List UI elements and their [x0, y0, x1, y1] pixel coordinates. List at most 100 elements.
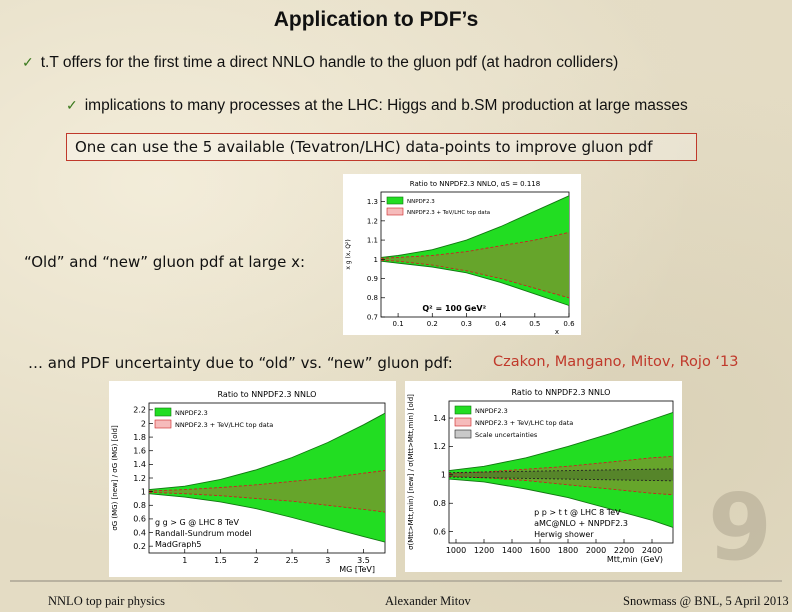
x-tick-label: 0.1 [393, 320, 404, 328]
y-tick-label: 0.6 [133, 515, 146, 524]
y-tick-label: 1.6 [133, 447, 146, 456]
bullet-nnlo-handle: ✓ t.T offers for the first time a direct … [22, 54, 618, 72]
chart-title: Ratio to NNPDF2.3 NNLO, αS = 0.118 [410, 180, 540, 188]
y-axis-label: σG (MG) [new] / σG (MG) [old] [111, 425, 119, 531]
x-tick-label: 2.5 [286, 556, 299, 565]
y-tick-label: 1.3 [367, 198, 378, 206]
graviton-ratio-plot: 0.2 0.4 0.6 0.8 1 1.2 1.4 1.6 1.8 2 2.2 1 1.5 2 2.5 3 3.… [109, 381, 396, 577]
band-0 [149, 413, 385, 543]
band-lower-edge-1 [448, 475, 674, 496]
bullet-text: implications to many processes at the LH… [84, 97, 688, 114]
band-upper-edge-0 [448, 411, 674, 472]
y-tick-label: 0.8 [133, 501, 146, 510]
chart-annotation: Herwig shower [534, 530, 594, 539]
x-tick-label: 1 [182, 556, 187, 565]
legend-swatch [154, 419, 172, 429]
y-tick-label: 0.8 [433, 499, 446, 508]
y-tick-label: 0.9 [367, 275, 378, 283]
graviton-ratio-svg: 0.2 0.4 0.6 0.8 1 1.2 1.4 1.6 1.8 2 2.2 1 1.5 2 2.5 3 3.… [111, 390, 386, 574]
x-tick-label: 0.2 [427, 320, 438, 328]
x-tick-label: 0.3 [461, 320, 472, 328]
x-tick-label: 1800 [558, 546, 578, 555]
band-0 [449, 412, 673, 528]
band-lower-edge-1 [148, 491, 386, 513]
x-tick-label: 1600 [530, 546, 550, 555]
y-axis-label: σ(Mtt>Mtt,min) [new] / σ(Mtt>Mtt,min) [o… [407, 394, 415, 550]
band-lower-edge-0 [148, 493, 386, 543]
page-number: 9 [708, 474, 773, 581]
y-tick-label: 0.8 [367, 294, 378, 302]
footer-left: NNLO top pair physics [48, 594, 165, 608]
y-tick-label: 1 [141, 487, 146, 496]
x-tick-label: 2400 [642, 546, 662, 555]
legend-label: NNPDF2.3 [407, 199, 435, 205]
chart-title: Ratio to NNPDF2.3 NNLO [512, 388, 611, 397]
y-tick-label: 2.2 [133, 406, 146, 415]
y-tick-label: 1.1 [367, 237, 378, 245]
x-tick-label: 1200 [474, 546, 494, 555]
y-tick-label: 2 [141, 419, 146, 428]
band-upper-edge-1 [148, 470, 386, 492]
x-axis-label: Mtt,min (GeV) [607, 555, 663, 564]
band-1 [381, 232, 569, 298]
x-tick-label: 0.6 [563, 320, 575, 328]
y-axis-label: x g (x, Q²) [345, 239, 352, 269]
y-tick-label: 1 [441, 471, 446, 480]
y-tick-label: 1 [374, 256, 378, 264]
legend-label: NNPDF2.3 + TeV/LHC top data [475, 419, 573, 427]
footer-right: Snowmass @ BNL, 5 April 2013 [623, 594, 789, 608]
x-tick-label: 3 [325, 556, 330, 565]
ttbar-mass-ratio-svg: 0.6 0.8 1 1.2 1.4 1000 1200 1400 1600 1800 2000 220… [407, 388, 674, 564]
legend-label: NNPDF2.3 [475, 407, 508, 415]
legend-swatch [454, 429, 472, 439]
y-tick-label: 0.6 [433, 527, 446, 536]
bullet-text: t.T offers for the first time a direct N… [40, 54, 619, 71]
ttbar-mass-ratio-plot: 0.6 0.8 1 1.2 1.4 1000 1200 1400 1600 1800 2000 220… [405, 381, 682, 572]
legend-label: NNPDF2.3 [175, 409, 208, 417]
legend-swatch [386, 196, 404, 205]
x-tick-label: 1.5 [214, 556, 227, 565]
legend-label: NNPDF2.3 + TeV/LHC top data [175, 421, 273, 429]
band-upper-edge-0 [380, 195, 570, 258]
band-upper-edge-1 [448, 455, 674, 474]
x-tick-label: 2200 [614, 546, 634, 555]
y-tick-label: 1.8 [133, 433, 146, 442]
chart-annotation: aMC@NLO + NNPDF2.3 [534, 519, 628, 528]
band-upper-edge-1 [380, 231, 570, 259]
chart-annotation: MadGraph5 [155, 540, 202, 549]
legend-label: Scale uncertainties [475, 431, 538, 439]
y-tick-label: 1.2 [433, 442, 446, 451]
y-tick-label: 1.4 [133, 460, 146, 469]
chart-annotation: Randall-Sundrum model [155, 529, 252, 538]
band-lower-edge-0 [448, 478, 674, 528]
gluon-pdf-ratio-svg: 0.7 0.8 0.9 1 1.1 1.2 1.3 0.1 0.2 0.3 0.4 0.5 0.6 Rat… [345, 180, 575, 335]
band-1 [449, 456, 673, 495]
band-0 [381, 195, 569, 306]
y-tick-label: 1.2 [367, 217, 378, 225]
x-tick-label: 3.5 [357, 556, 370, 565]
band-1 [149, 470, 385, 513]
label-old-new-gluon: “Old” and “new” gluon pdf at large x: [24, 253, 306, 271]
y-tick-label: 0.4 [133, 528, 146, 537]
chart-title: Ratio to NNPDF2.3 NNLO [218, 390, 317, 399]
band-upper-edge-0 [148, 412, 386, 491]
authors-citation: Czakon, Mangano, Mitov, Rojo ‘13 [493, 354, 739, 370]
y-tick-label: 1.2 [133, 474, 146, 483]
x-tick-label: 2 [254, 556, 259, 565]
check-icon: ✓ [66, 97, 78, 113]
y-tick-label: 0.7 [367, 313, 378, 321]
legend-label: NNPDF2.3 + TeV/LHC top data [407, 210, 490, 216]
x-axis-label: MG [TeV] [339, 565, 375, 574]
y-tick-label: 0.2 [133, 542, 146, 551]
legend-swatch [154, 407, 172, 417]
chart-annotation: Q² = 100 GeV² [422, 304, 486, 313]
chart-annotation: g g > G @ LHC 8 TeV [155, 518, 239, 527]
check-icon: ✓ [22, 54, 34, 70]
y-tick-label: 1.4 [433, 414, 446, 423]
legend-swatch [386, 207, 404, 216]
legend-swatch [454, 417, 472, 427]
bullet-lhc-implications: ✓ implications to many processes at the L… [66, 97, 688, 115]
x-tick-label: 0.4 [495, 320, 507, 328]
highlight-box: One can use the 5 available (Tevatron/LH… [66, 133, 697, 161]
x-tick-label: 0.5 [529, 320, 540, 328]
